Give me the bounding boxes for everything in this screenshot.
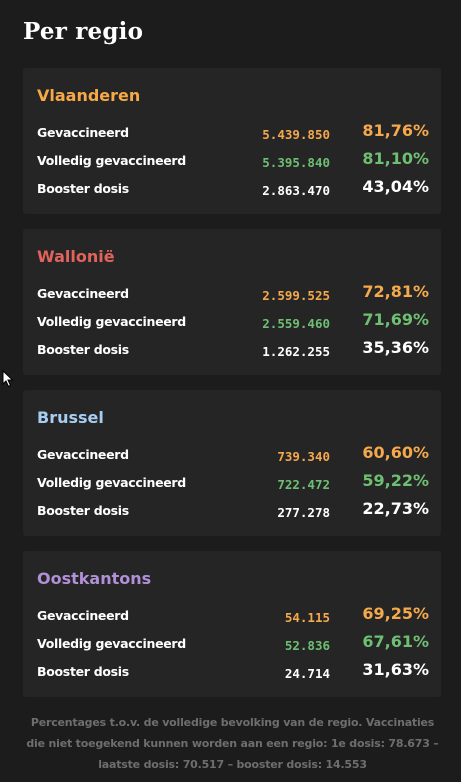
region-title: Wallonië xyxy=(37,247,115,266)
row-count: 5.395.840 xyxy=(262,155,330,170)
region-card-oostkantons: Oostkantons Gevaccineerd 54.115 69,25% V… xyxy=(23,551,441,697)
row-first-dose: Gevaccineerd 739.340 60,60% xyxy=(37,442,429,470)
page-title: Per regio xyxy=(23,18,144,45)
row-percentage: 81,76% xyxy=(362,121,429,140)
row-label: Gevaccineerd xyxy=(37,125,129,140)
row-percentage: 71,69% xyxy=(362,310,429,329)
row-booster: Booster dosis 1.262.255 35,36% xyxy=(37,337,429,365)
row-label: Volledig gevaccineerd xyxy=(37,475,186,490)
row-percentage: 81,10% xyxy=(362,149,429,168)
row-label: Gevaccineerd xyxy=(37,608,129,623)
region-title: Oostkantons xyxy=(37,569,152,588)
row-count: 54.115 xyxy=(284,610,330,625)
row-full: Volledig gevaccineerd 52.836 67,61% xyxy=(37,631,429,659)
region-card-vlaanderen: Vlaanderen Gevaccineerd 5.439.850 81,76%… xyxy=(23,68,441,214)
row-percentage: 69,25% xyxy=(362,604,429,623)
row-count: 2.559.460 xyxy=(262,316,330,331)
row-full: Volledig gevaccineerd 722.472 59,22% xyxy=(37,470,429,498)
region-card-brussel: Brussel Gevaccineerd 739.340 60,60% Voll… xyxy=(23,390,441,536)
footnote: Percentages t.o.v. de volledige bevolkin… xyxy=(26,716,439,771)
row-label: Booster dosis xyxy=(37,503,129,518)
row-count: 722.472 xyxy=(277,477,330,492)
row-label: Volledig gevaccineerd xyxy=(37,314,186,329)
row-count: 1.262.255 xyxy=(262,344,330,359)
row-full: Volledig gevaccineerd 5.395.840 81,10% xyxy=(37,148,429,176)
region-card-wallonie: Wallonië Gevaccineerd 2.599.525 72,81% V… xyxy=(23,229,441,375)
row-label: Booster dosis xyxy=(37,181,129,196)
row-count: 5.439.850 xyxy=(262,127,330,142)
row-percentage: 31,63% xyxy=(362,660,429,679)
row-label: Gevaccineerd xyxy=(37,286,129,301)
row-count: 277.278 xyxy=(277,505,330,520)
row-percentage: 22,73% xyxy=(362,499,429,518)
row-percentage: 72,81% xyxy=(362,282,429,301)
row-count: 2.863.470 xyxy=(262,183,330,198)
row-percentage: 67,61% xyxy=(362,632,429,651)
row-first-dose: Gevaccineerd 5.439.850 81,76% xyxy=(37,120,429,148)
row-label: Booster dosis xyxy=(37,664,129,679)
row-label: Volledig gevaccineerd xyxy=(37,636,186,651)
row-label: Volledig gevaccineerd xyxy=(37,153,186,168)
region-title: Brussel xyxy=(37,408,104,427)
row-count: 739.340 xyxy=(277,449,330,464)
row-booster: Booster dosis 277.278 22,73% xyxy=(37,498,429,526)
row-booster: Booster dosis 2.863.470 43,04% xyxy=(37,176,429,204)
row-count: 52.836 xyxy=(284,638,330,653)
row-percentage: 35,36% xyxy=(362,338,429,357)
row-percentage: 59,22% xyxy=(362,471,429,490)
row-first-dose: Gevaccineerd 54.115 69,25% xyxy=(37,603,429,631)
mouse-pointer-icon xyxy=(2,370,14,388)
row-label: Gevaccineerd xyxy=(37,447,129,462)
row-count: 24.714 xyxy=(284,666,330,681)
row-label: Booster dosis xyxy=(37,342,129,357)
row-percentage: 43,04% xyxy=(362,177,429,196)
region-title: Vlaanderen xyxy=(37,86,141,105)
row-full: Volledig gevaccineerd 2.559.460 71,69% xyxy=(37,309,429,337)
row-first-dose: Gevaccineerd 2.599.525 72,81% xyxy=(37,281,429,309)
row-count: 2.599.525 xyxy=(262,288,330,303)
row-percentage: 60,60% xyxy=(362,443,429,462)
row-booster: Booster dosis 24.714 31,63% xyxy=(37,659,429,687)
